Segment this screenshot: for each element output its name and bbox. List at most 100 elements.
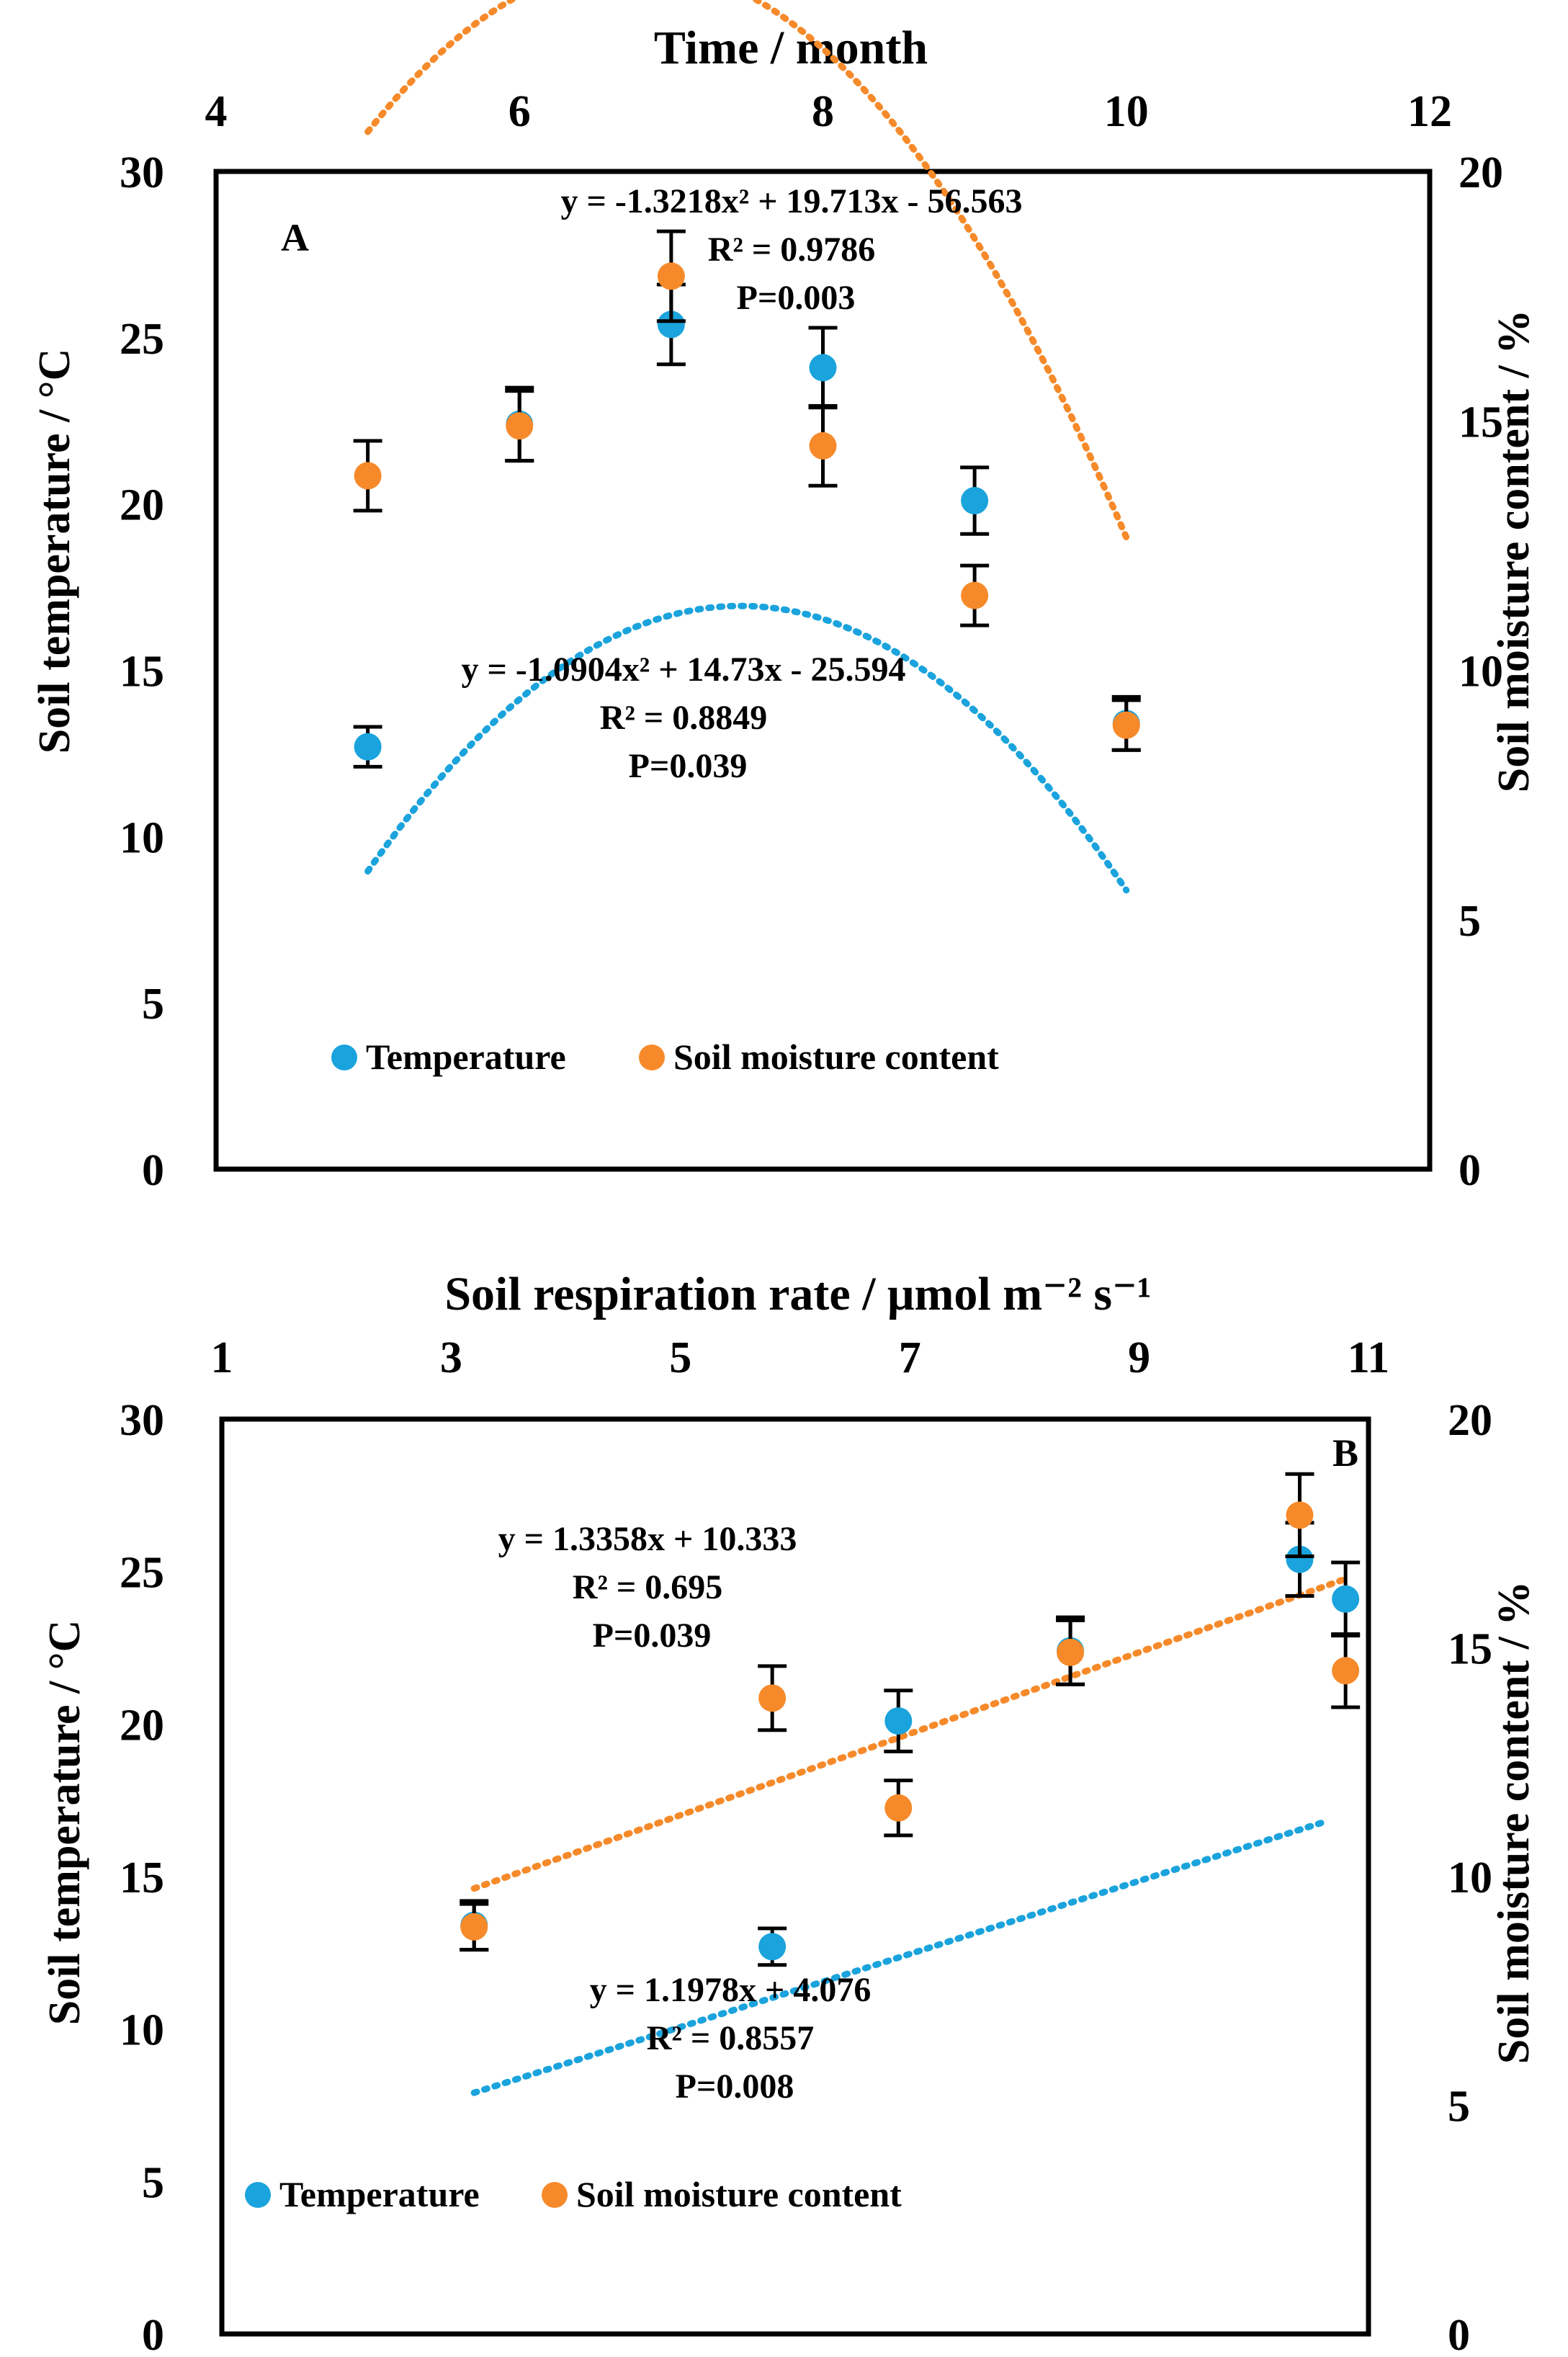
panel-a-trendline-moisture	[364, 0, 1130, 541]
panel-b-temperature-point	[758, 1933, 787, 1961]
panel-a-moisture-point	[354, 462, 382, 490]
panel-b-left-tick-label: 20	[120, 1701, 164, 1750]
panel-a-trendlines	[364, 0, 1130, 894]
panel-b-left-tick-label: 15	[120, 1853, 164, 1902]
panel-a-moist-eq-annotation: y = -1.0904x² + 14.73x - 25.594 R² = 0.8…	[461, 650, 914, 785]
panel-a-left-tick-label: 5	[142, 980, 164, 1029]
panel-b-top-tick-label: 1	[211, 1333, 233, 1382]
panel-a-right-tick-label: 0	[1459, 1146, 1481, 1195]
panel-b-left-tick-label: 25	[120, 1549, 164, 1598]
panel-a-legend-moisture-label: Soil moisture content	[673, 1037, 999, 1077]
panel-b-left-tick-label: 5	[142, 2158, 164, 2207]
panel-b-moisture-point	[1286, 1501, 1314, 1529]
panel-b-legend-temperature-marker	[245, 2182, 271, 2208]
panel-b-top-tick-label: 5	[669, 1333, 691, 1382]
panel-b: Soil respiration rate / μmol m⁻² s⁻¹ 1 3 5…	[40, 1268, 1538, 2357]
panel-a-temperature-point	[961, 487, 989, 515]
panel-b-legend-temperature-label: Temperature	[279, 2174, 480, 2214]
panel-a-moist-eq-line-1: y = -1.0904x² + 14.73x - 25.594	[461, 650, 905, 689]
panel-a-legend-temperature-label: Temperature	[366, 1037, 566, 1077]
panel-b-trendline-moisture	[470, 1575, 1349, 1892]
panel-a-right-ticks: 0 5 10 15 20	[1459, 148, 1503, 1195]
panel-a-left-tick-label: 0	[142, 1146, 164, 1195]
panel-a-legend-temperature-marker	[331, 1045, 357, 1070]
panel-b-temp-eq-line-2: R² = 0.8557	[647, 2019, 814, 2057]
panel-b-points	[460, 1472, 1361, 1967]
panel-a-legend-moisture-marker	[639, 1045, 665, 1070]
panel-b-temperature-point	[1332, 1585, 1360, 1613]
panel-a-label: A	[281, 216, 309, 259]
panel-b-right-tick-label: 5	[1448, 2083, 1470, 2132]
panel-a-moisture-point	[809, 431, 837, 460]
panel-b-moisture-point	[460, 1913, 488, 1941]
panel-b-left-tick-label: 10	[120, 2006, 164, 2055]
panel-b-top-tick-label: 9	[1128, 1333, 1150, 1382]
panel-b-temperature-point	[884, 1707, 913, 1735]
panel-a: Time / month 4 6 8 10 12 0 5 10 15 20 25 30 0 5 10 15…	[30, 0, 1538, 1195]
panel-b-temp-eq-line-3: P=0.008	[676, 2067, 794, 2106]
panel-a-left-tick-label: 25	[120, 315, 164, 364]
panel-b-label: B	[1332, 1431, 1358, 1475]
panel-b-top-axis-title: Soil respiration rate / μmol m⁻² s⁻¹	[444, 1268, 1151, 1320]
panel-a-left-tick-label: 10	[120, 813, 164, 862]
panel-b-left-axis-title: Soil temperature / °C	[40, 1620, 89, 2026]
panel-a-top-ticks: 4 6 8 10 12	[205, 87, 1453, 136]
panel-a-top-axis-title: Time / month	[654, 22, 928, 74]
panel-b-trendline-temperature	[470, 1819, 1326, 2096]
panel-a-moisture-point	[657, 262, 685, 290]
panel-a-points	[353, 229, 1141, 769]
panel-b-right-axis-title: Soil moisture content / %	[1489, 1581, 1538, 2065]
panel-a-moisture-point	[961, 581, 989, 609]
panel-a-temp-eq-line-2: R² = 0.9786	[708, 231, 875, 269]
panel-b-legend-moisture-marker	[542, 2182, 568, 2208]
panel-a-left-axis-title: Soil temperature / °C	[30, 349, 79, 754]
panel-a-moist-eq-line-2: R² = 0.8849	[600, 699, 767, 737]
panel-a-right-axis-title: Soil moisture content / %	[1489, 310, 1538, 793]
panel-a-left-ticks: 0 5 10 15 20 25 30	[120, 148, 164, 1195]
panel-a-temp-eq-line-3: P=0.003	[737, 279, 856, 317]
panel-a-temperature-point	[657, 310, 685, 339]
panel-a-legend: Temperature Soil moisture content	[331, 1037, 999, 1077]
panel-b-legend: Temperature Soil moisture content	[245, 2174, 902, 2214]
panel-b-right-tick-label: 15	[1448, 1625, 1492, 1674]
panel-b-legend-moisture-label: Soil moisture content	[576, 2174, 902, 2214]
panel-a-top-tick-label: 10	[1104, 87, 1149, 136]
panel-a-top-tick-label: 6	[509, 87, 531, 136]
panel-b-moist-eq-line-1: y = 1.3358x + 10.333	[498, 1520, 797, 1558]
panel-a-top-tick-label: 12	[1407, 87, 1452, 136]
panel-a-right-tick-label: 20	[1459, 148, 1503, 197]
panel-a-temp-eq-annotation: y = -1.3218x² + 19.713x - 56.563 R² = 0.…	[560, 182, 1031, 317]
panel-b-right-tick-label: 0	[1448, 2311, 1470, 2357]
panel-a-right-tick-label: 5	[1459, 897, 1481, 946]
panel-a-moisture-point	[506, 412, 534, 440]
panel-b-temp-eq-annotation: y = 1.1978x + 4.076 R² = 0.8557 P=0.008	[590, 1971, 880, 2106]
panel-b-moist-eq-annotation: y = 1.3358x + 10.333 R² = 0.695 P=0.039	[498, 1520, 806, 1655]
panel-b-moisture-point	[884, 1794, 913, 1822]
panel-b-moisture-point	[758, 1684, 787, 1712]
panel-b-top-tick-label: 7	[899, 1333, 921, 1382]
panel-a-right-tick-label: 10	[1459, 648, 1503, 697]
panel-b-left-ticks: 0 5 10 15 20 25 30	[120, 1396, 164, 2357]
panel-a-left-tick-label: 15	[120, 648, 164, 697]
panel-b-moist-eq-line-3: P=0.039	[593, 1616, 712, 1655]
panel-a-top-tick-label: 8	[812, 87, 834, 136]
panel-b-trendlines	[470, 1575, 1349, 2096]
panel-b-right-tick-label: 20	[1448, 1396, 1492, 1445]
panel-a-moist-eq-line-3: P=0.039	[629, 747, 748, 785]
panel-a-moisture-point	[1112, 711, 1140, 739]
panel-a-right-tick-label: 15	[1459, 398, 1503, 447]
panel-b-temperature-point	[1286, 1545, 1314, 1573]
panel-b-top-ticks: 1 3 5 7 9 11	[211, 1333, 1390, 1382]
panel-b-left-tick-label: 0	[142, 2311, 164, 2357]
panel-b-top-tick-label: 11	[1348, 1333, 1390, 1382]
panel-a-top-tick-label: 4	[205, 87, 228, 136]
panel-a-temperature-point	[354, 733, 382, 761]
panel-b-top-tick-label: 3	[440, 1333, 462, 1382]
panel-a-left-tick-label: 30	[120, 148, 164, 197]
panel-b-plot-frame	[219, 1416, 1371, 2337]
panel-b-right-ticks: 0 5 10 15 20	[1448, 1396, 1492, 2357]
panel-b-left-tick-label: 30	[120, 1396, 164, 1445]
panel-b-moisture-point	[1057, 1638, 1085, 1666]
panel-a-trendline-temperature	[364, 602, 1130, 894]
